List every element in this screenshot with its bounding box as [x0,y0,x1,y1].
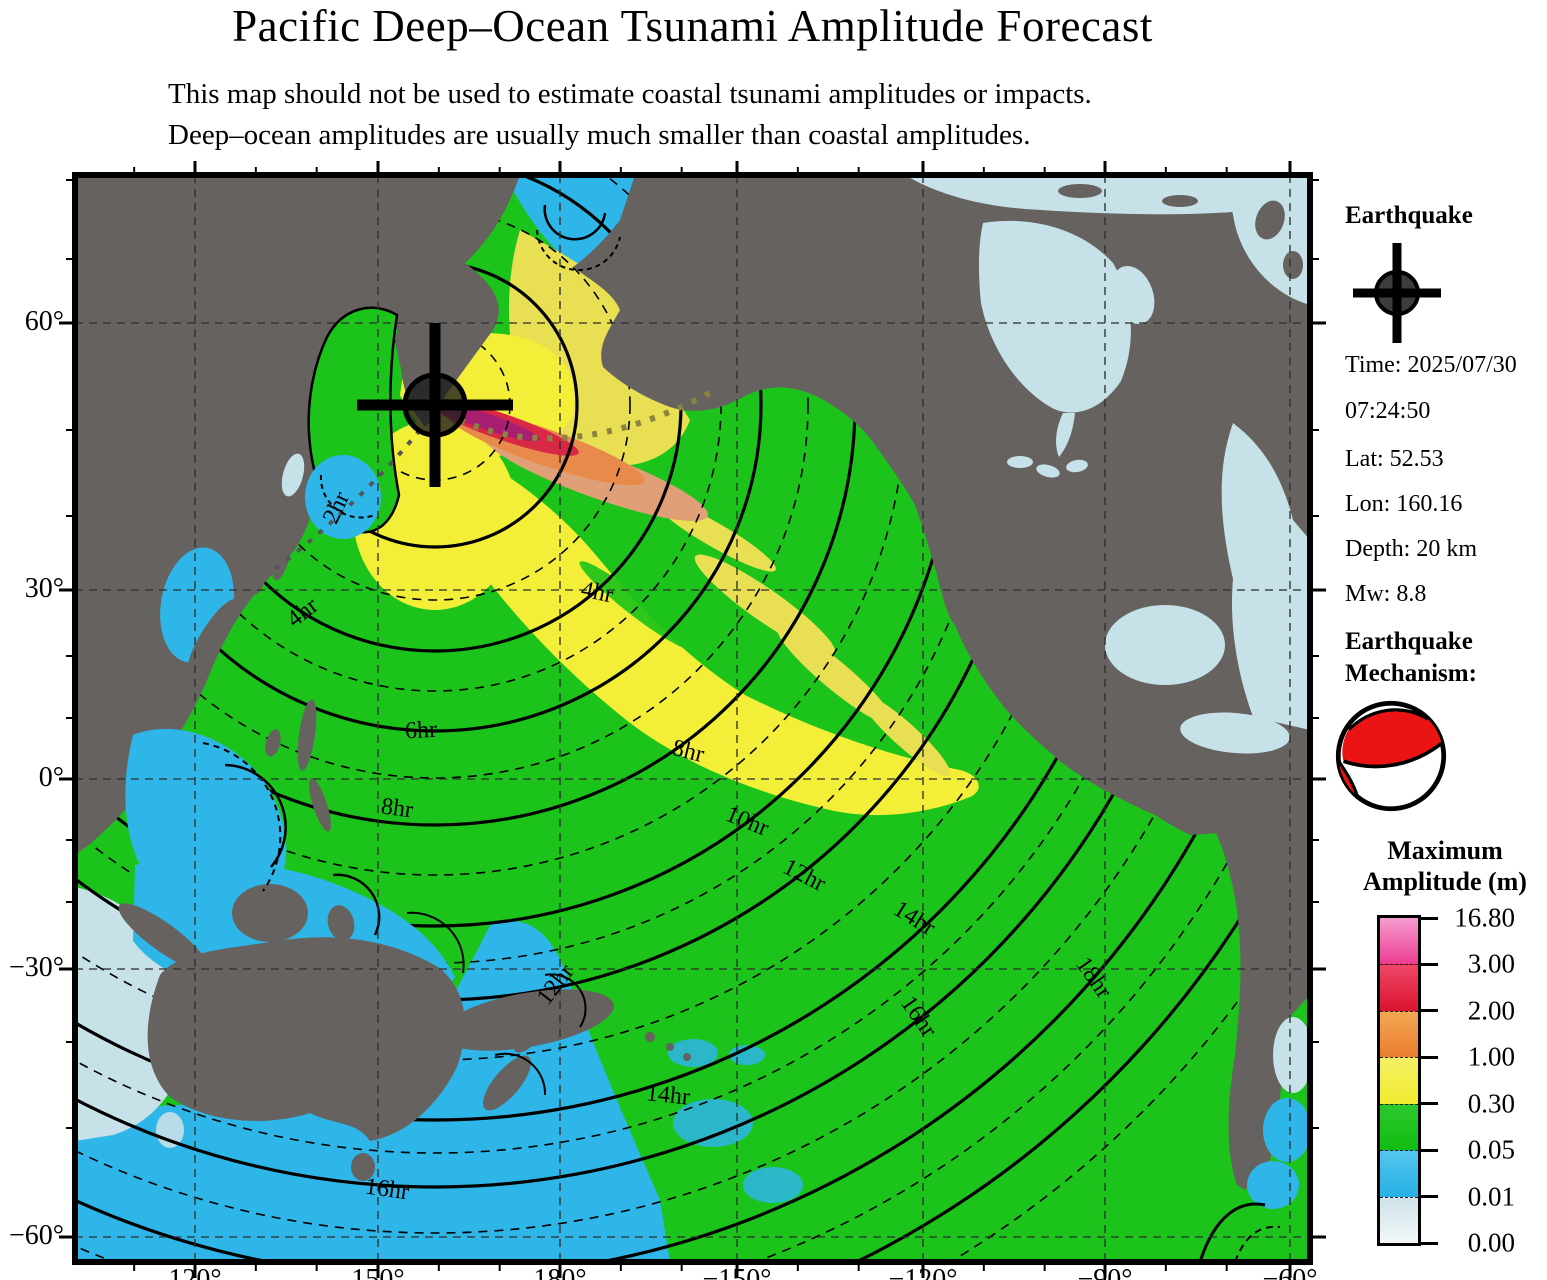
y-axis-label-0: 60° [24,306,64,337]
map-frame [72,172,1313,1265]
colorbar-tick-7 [1421,1241,1438,1245]
mechanism-heading-line2: Mechanism: [1345,660,1477,687]
x-axis-label-0: 120° [168,1264,222,1280]
y-axis-label-3: −30° [9,952,64,983]
solomon-islands [645,1032,691,1061]
colorbar-tick-6 [1421,1195,1438,1199]
graticule [75,175,1310,1262]
sakhalin-island [271,513,295,581]
y-axis-label-1: 30° [24,573,64,604]
archipelago-islands [1255,200,1303,279]
pacific-map: 2hr 4hr 4hr 6hr 8hr 8hr 10hr 12hr 12hr 14hr 14hr 16… [59,161,1326,1278]
colorbar-tick-2 [1421,1009,1438,1013]
chukchi-sea [505,175,643,270]
james-bay [1056,413,1075,457]
colorbar-tick-3 [1421,1055,1438,1059]
colorbar-segment-0 [1380,918,1418,965]
green-streak-gaps [579,561,742,685]
caribbean-sea [1180,712,1290,754]
honshu [187,599,239,675]
x-axis-label-6: −60° [1262,1264,1318,1280]
tasman-blue-specks [668,1039,803,1203]
kyushu [168,687,188,707]
x-axis-label-1: 150° [351,1264,405,1280]
colorbar-label-0.30: 0.30 [1467,1088,1515,1119]
philippines-luzon [297,699,317,771]
okhotsk-pale-sliver [281,453,305,497]
kuril-chain [268,428,422,575]
colorbar-segment-4 [1380,1103,1418,1151]
mechanism-heading-line1: Earthquake [1345,628,1473,655]
colorbar-label-0.00: 0.00 [1467,1227,1515,1258]
focal-mechanism-beachball [1335,700,1447,812]
legend-heading-line1: Maximum [1387,836,1503,865]
borneo [232,884,308,942]
tasmania [351,1153,375,1181]
x-axis-label-4: −120° [888,1264,958,1280]
colorbar-tick-4 [1421,1102,1438,1106]
hudson-bay [978,220,1131,413]
central-america [1109,687,1193,817]
epicenter-symbol [357,323,513,487]
amplitude-colorbar [1377,915,1421,1246]
new-zealand-north [513,1001,553,1053]
colorbar-segment-1 [1380,964,1418,1011]
page-title: Pacific Deep–Ocean Tsunami Amplitude For… [232,1,1153,51]
new-zealand-south [482,1055,532,1111]
colorbar-label-1.00: 1.00 [1467,1041,1515,1072]
philippines-mindanao [309,778,331,832]
sulawesi [327,905,355,941]
disclaimer-line-2: Deep–ocean amplitudes are usually much s… [168,119,1031,152]
disclaimer-text: This map should not be used to estimate … [168,74,1092,156]
colorbar-segment-5 [1380,1150,1418,1197]
colorbar-label-16.80: 16.80 [1454,902,1515,933]
hudson-east-lobe [1111,265,1155,325]
legend-heading-line2: Amplitude (m) [1363,866,1527,896]
colorbar-tick-5 [1421,1148,1438,1152]
colorbar-segment-6 [1380,1196,1418,1243]
arctic-pale-strip [905,175,1310,215]
y-axis-label-4: −60° [9,1220,64,1251]
land-south-america [1173,771,1310,1190]
quake-lon: Lon: 160.16 [1345,491,1463,517]
sumatra [118,903,208,971]
x-axis-label-2: 180° [533,1264,587,1280]
great-lakes [1007,456,1088,478]
patagonia-shelf-blue [1247,1098,1310,1209]
quake-magnitude: Mw: 8.8 [1345,581,1427,607]
argentine-shelf-pale [1273,1017,1310,1093]
colorbar-label-2.00: 2.00 [1467,995,1515,1026]
amplitude-fan-yellow [412,430,979,816]
colorbar-tick-0 [1421,916,1438,920]
x-axis-label-3: −150° [702,1264,772,1280]
epicenter-legend-icon [1353,243,1441,343]
quake-time-line1: Time: 2025/07/30 [1345,352,1517,378]
x-axis-label-5: −90° [1077,1264,1133,1280]
frame-ticks [59,161,1326,1278]
colorbar-segment-2 [1380,1010,1418,1058]
colorbar-segment-3 [1380,1057,1418,1104]
colorbar-label-0.05: 0.05 [1467,1134,1515,1165]
legend-heading: Maximum Amplitude (m) [1345,836,1545,897]
taiwan [265,729,281,757]
okhotsk-blue-lobe [305,455,381,539]
map-canvas [59,161,1326,1278]
atlantic-pale [1221,423,1310,730]
y-axis-label-2: 0° [38,762,64,793]
info-panel: Earthquake Time: 2025/07/30 07:24:50 Lat… [1335,0,1547,1280]
colorbar-tick-1 [1421,962,1438,966]
earthquake-heading: Earthquake [1345,202,1473,229]
quake-depth: Depth: 20 km [1345,536,1477,562]
cape-horn-contours [1198,1202,1281,1262]
disclaimer-line-1: This map should not be used to estimate … [168,78,1092,110]
gulf-of-mexico [1105,605,1225,685]
quake-time-line2: 07:24:50 [1345,398,1431,424]
colorbar-label-3.00: 3.00 [1467,948,1515,979]
hokkaido [237,570,263,596]
colorbar-label-0.01: 0.01 [1467,1181,1515,1212]
quake-lat: Lat: 52.53 [1345,446,1444,472]
australia [147,937,465,1141]
